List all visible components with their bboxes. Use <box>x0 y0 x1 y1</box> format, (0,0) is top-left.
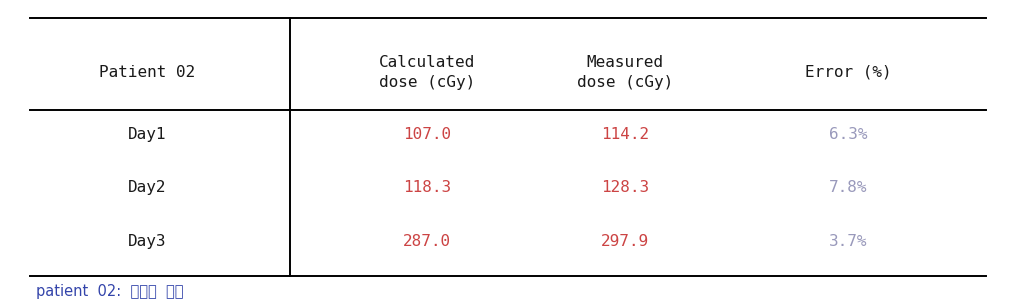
Text: Calculated
dose (cGy): Calculated dose (cGy) <box>379 55 474 90</box>
Text: 6.3%: 6.3% <box>829 127 868 142</box>
Text: Day1: Day1 <box>128 127 167 142</box>
Text: Error (%): Error (%) <box>805 65 892 80</box>
Text: 297.9: 297.9 <box>600 234 649 249</box>
Text: Day3: Day3 <box>128 234 167 249</box>
Text: 118.3: 118.3 <box>402 180 451 195</box>
Text: 107.0: 107.0 <box>402 127 451 142</box>
Text: Patient 02: Patient 02 <box>100 65 195 80</box>
Text: Measured
dose (cGy): Measured dose (cGy) <box>577 55 673 90</box>
Text: 3.7%: 3.7% <box>829 234 868 249</box>
Text: 287.0: 287.0 <box>402 234 451 249</box>
Text: patient  02:  점액질  분비: patient 02: 점액질 분비 <box>36 284 183 299</box>
Text: 114.2: 114.2 <box>600 127 649 142</box>
Text: 7.8%: 7.8% <box>829 180 868 195</box>
Text: Day2: Day2 <box>128 180 167 195</box>
Text: 128.3: 128.3 <box>600 180 649 195</box>
